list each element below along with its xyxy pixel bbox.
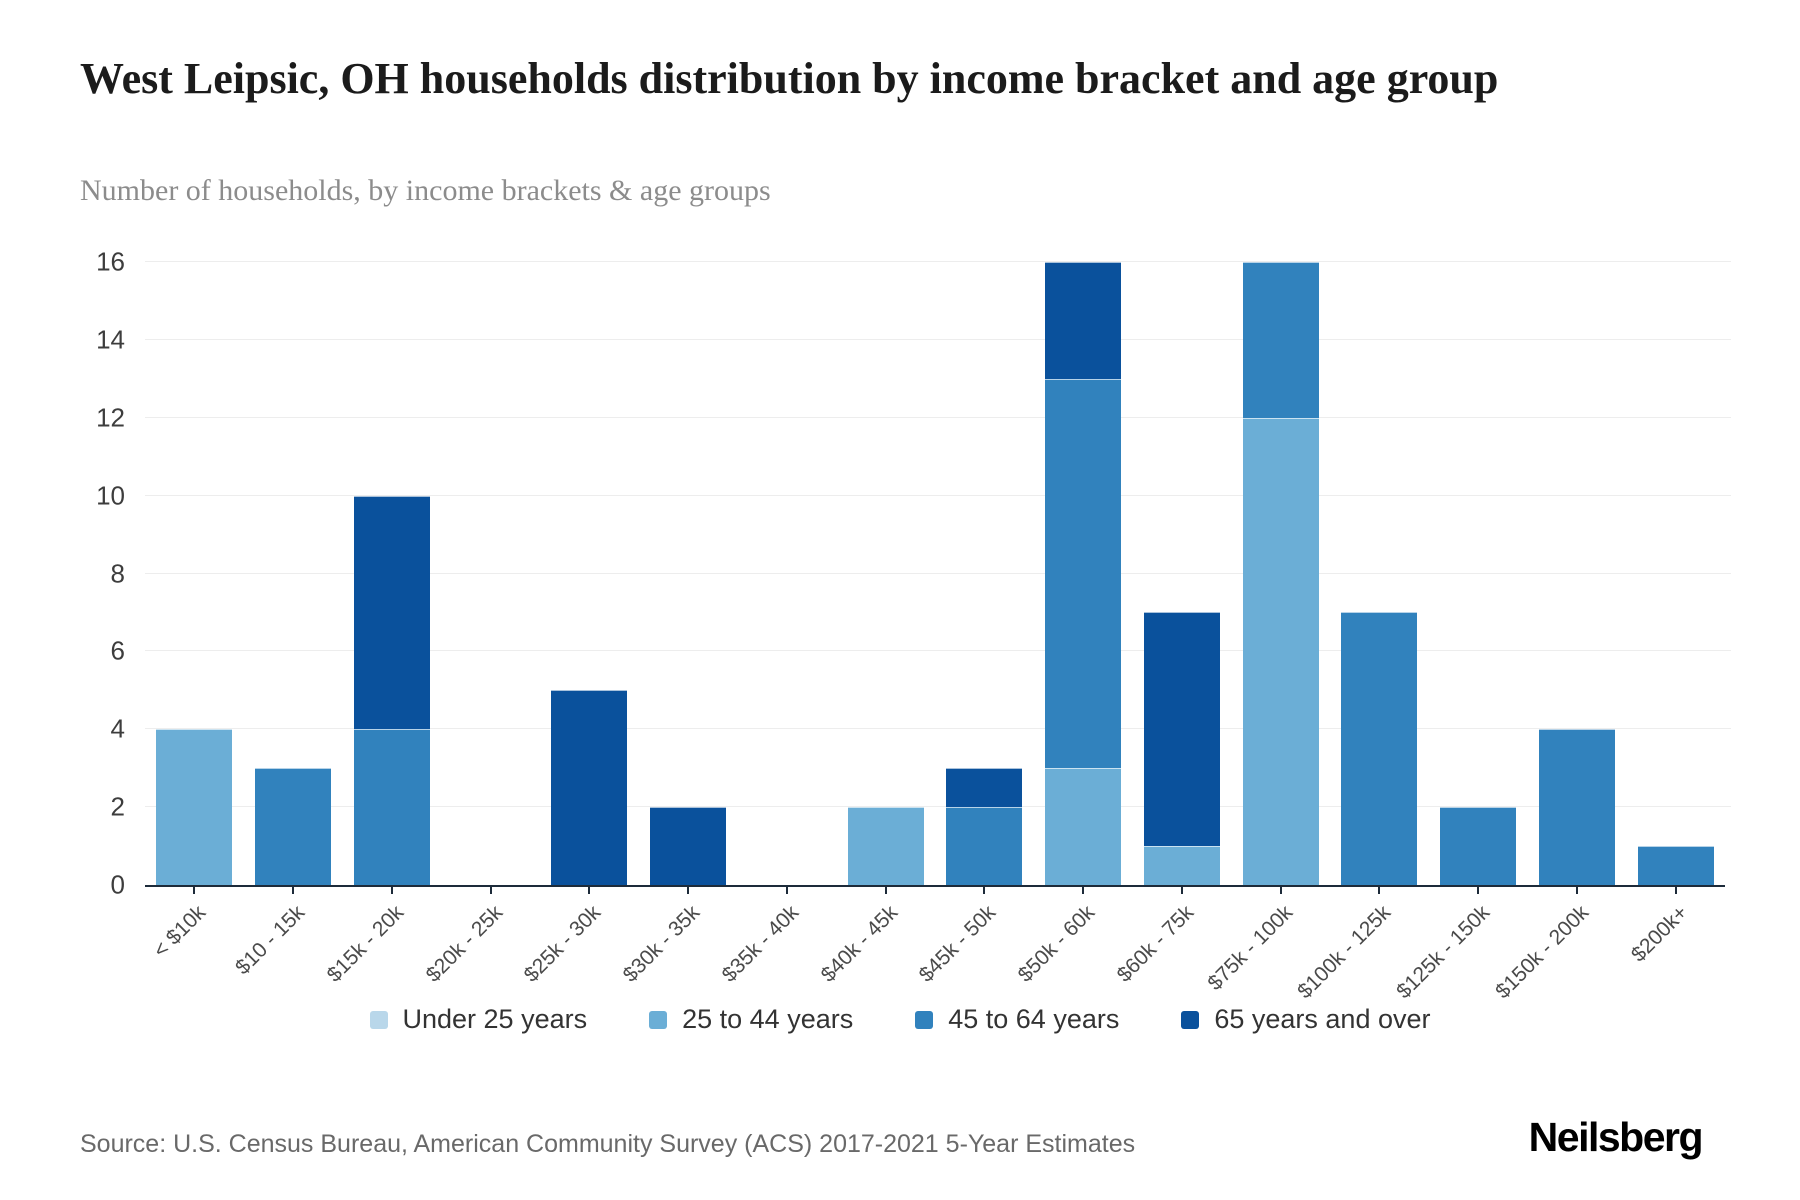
x-axis-tick-label: $50k - 60k: [1013, 901, 1100, 987]
source-text: Source: U.S. Census Bureau, American Com…: [80, 1130, 1136, 1158]
x-axis-tick-label: < $10k: [149, 901, 211, 963]
plot-area: 0 2 4 6 8 10 12 14 16 < $10k $10 - 15k $15k - 20k $2…: [96, 247, 1731, 1003]
x-axis-tick-label: $20k - 25k: [421, 901, 507, 987]
x-axis-tick-label: $45k - 50k: [915, 901, 1001, 987]
x-axis-tick: [785, 887, 788, 894]
bar-segment-65-years-and-over[interactable]: [650, 807, 727, 885]
x-axis-tick-label: $75k - 100k: [1203, 901, 1297, 995]
x-axis-tick: [1674, 887, 1677, 894]
bar-segment-45-to-64-years[interactable]: [946, 807, 1023, 885]
x-axis-tick: [1575, 887, 1578, 894]
gridline: [145, 494, 1731, 496]
legend-item-25-to-44-years[interactable]: 25 to 44 years: [649, 1004, 853, 1035]
gridline: [145, 416, 1731, 418]
bar-segment-25-to-44-years[interactable]: [1045, 768, 1122, 885]
legend: Under 25 years 25 to 44 years 45 to 64 yea…: [0, 1004, 1800, 1035]
bar-segment-45-to-64-years[interactable]: [1440, 807, 1517, 885]
legend-label: 65 years and over: [1214, 1004, 1431, 1034]
chart-title: West Leipsic, OH households distribution…: [80, 54, 1499, 103]
x-axis-tick-label: $150k - 200k: [1491, 901, 1594, 1004]
y-axis-tick-label: 0: [110, 869, 125, 900]
brand-logo: Neilsberg: [1528, 1114, 1704, 1160]
legend-label: 25 to 44 years: [682, 1004, 854, 1034]
bar-segment-45-to-64-years[interactable]: [255, 768, 332, 885]
bar-segment-45-to-64-years[interactable]: [353, 729, 430, 885]
legend-swatch-icon: [649, 1010, 668, 1029]
gridline: [145, 650, 1731, 652]
x-axis-tick: [1180, 887, 1183, 894]
bar-segment-45-to-64-years[interactable]: [1637, 846, 1714, 885]
bar-segment-65-years-and-over[interactable]: [353, 495, 430, 730]
x-axis-tick-label: $40k - 45k: [816, 901, 902, 987]
legend-swatch-icon: [369, 1010, 388, 1029]
gridline: [145, 338, 1731, 340]
x-axis-tick-label: $200k+: [1626, 901, 1692, 967]
x-axis-tick: [983, 887, 986, 894]
gridline: [145, 261, 1731, 262]
y-axis-tick-label: 12: [96, 402, 125, 433]
x-axis-tick-label: $30k - 35k: [618, 901, 705, 987]
y-axis-tick-label: 4: [110, 713, 125, 744]
gridline: [145, 728, 1731, 730]
bar-segment-25-to-44-years[interactable]: [156, 729, 233, 885]
x-axis-tick: [1378, 887, 1381, 894]
gridline: [145, 806, 1731, 808]
bar-segment-45-to-64-years[interactable]: [1045, 378, 1122, 769]
legend-item-under-25-years[interactable]: Under 25 years: [369, 1004, 588, 1035]
x-axis-tick-label: $15k - 20k: [322, 901, 409, 987]
bar-segment-25-to-44-years[interactable]: [1242, 417, 1319, 885]
x-axis-tick-label: $100k - 125k: [1293, 901, 1396, 1004]
y-axis-tick-label: 2: [110, 791, 125, 822]
x-axis-tick-label: $60k - 75k: [1112, 901, 1199, 987]
legend-swatch-icon: [915, 1010, 934, 1029]
chart-subtitle: Number of households, by income brackets…: [80, 174, 771, 207]
bar-segment-25-to-44-years[interactable]: [1143, 846, 1220, 885]
bar-segment-65-years-and-over[interactable]: [551, 690, 628, 885]
y-axis-tick-label: 14: [96, 324, 125, 355]
x-axis-tick-label: $35k - 40k: [717, 901, 804, 987]
legend-label: Under 25 years: [402, 1004, 588, 1034]
bar-segment-25-to-44-years[interactable]: [847, 807, 924, 885]
x-axis-tick: [390, 887, 393, 894]
x-axis-tick-label: $25k - 30k: [520, 901, 606, 987]
legend-swatch-icon: [1181, 1010, 1200, 1029]
y-axis-tick-label: 6: [110, 635, 125, 666]
legend-item-45-to-64-years[interactable]: 45 to 64 years: [915, 1004, 1119, 1035]
y-axis-tick-label: 16: [96, 246, 125, 277]
legend-item-65-years-and-over[interactable]: 65 years and over: [1181, 1004, 1431, 1035]
x-axis-tick: [884, 887, 887, 894]
bar-segment-65-years-and-over[interactable]: [946, 768, 1023, 808]
x-axis-tick: [489, 887, 492, 894]
x-axis-tick: [1477, 887, 1480, 894]
x-axis-tick: [687, 887, 690, 894]
x-axis-tick: [292, 887, 295, 894]
bar-segment-65-years-and-over[interactable]: [1045, 262, 1122, 379]
y-axis-tick-label: 10: [96, 480, 125, 511]
bar-segment-65-years-and-over[interactable]: [1143, 612, 1220, 847]
x-axis-tick: [193, 887, 196, 894]
x-axis-tick: [1279, 887, 1282, 894]
bar-segment-45-to-64-years[interactable]: [1341, 612, 1418, 885]
x-axis-tick: [588, 887, 591, 894]
gridline: [145, 572, 1731, 574]
bar-segment-45-to-64-years[interactable]: [1538, 729, 1615, 885]
x-axis-tick: [1082, 887, 1085, 894]
y-axis-tick-label: 8: [110, 558, 125, 588]
bar-segment-45-to-64-years[interactable]: [1242, 262, 1319, 418]
x-axis-tick-label: $125k - 150k: [1392, 901, 1495, 1004]
x-axis-tick-label: $10 - 15k: [231, 901, 310, 980]
legend-label: 45 to 64 years: [948, 1004, 1120, 1034]
